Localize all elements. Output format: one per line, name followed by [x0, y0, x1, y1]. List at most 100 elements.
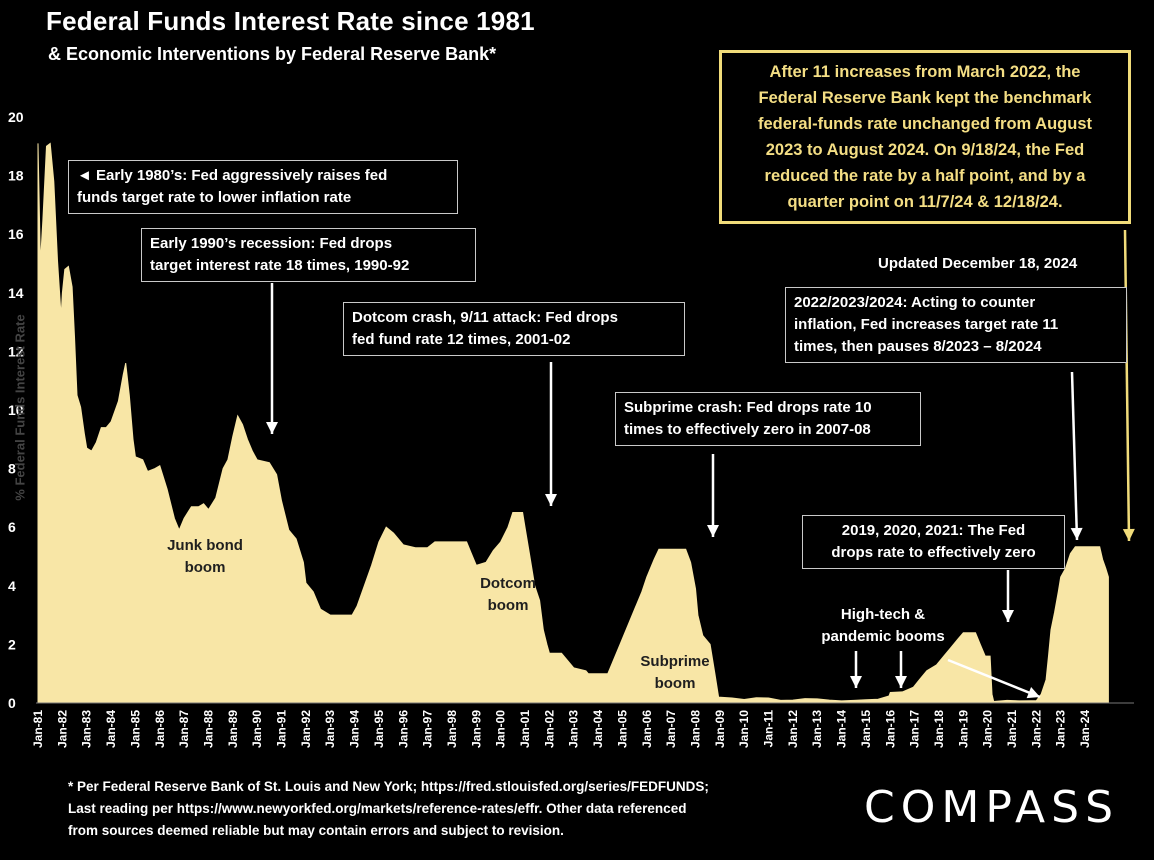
- callout-text: reduced the rate by a half point, and by…: [764, 167, 1086, 185]
- y-tick-label: 18: [8, 168, 24, 184]
- callout-text: 2023 to August 2024. On 9/18/24, the Fed: [765, 141, 1085, 159]
- callout-dotcom-crash: Dotcom crash, 9/11 attack: Fed drops fed…: [343, 302, 685, 356]
- x-tick-label: Jan-15: [859, 710, 873, 748]
- callout-early-1980s: ◄ Early 1980’s: Fed aggressively raises …: [68, 160, 458, 214]
- x-tick-label: Jan-21: [1005, 710, 1019, 748]
- annotation-arrowhead: [1002, 610, 1014, 622]
- x-tick-label: Jan-19: [956, 710, 970, 748]
- callout-subprime-crash: Subprime crash: Fed drops rate 10 times …: [615, 392, 921, 446]
- label-dotcom-boom: Dotcom boom: [458, 573, 558, 617]
- x-tick-label: Jan-85: [128, 710, 142, 748]
- y-tick-label: 8: [8, 461, 16, 477]
- callout-text: quarter point on 11/7/24 & 12/18/24.: [787, 193, 1063, 211]
- callout-text: drops rate to effectively zero: [831, 544, 1036, 561]
- x-tick-label: Jan-88: [201, 710, 215, 748]
- x-tick-label: Jan-03: [567, 710, 581, 748]
- callout-text: times, then pauses 8/2023 – 8/2024: [794, 338, 1042, 355]
- footnote: * Per Federal Reserve Bank of St. Louis …: [68, 776, 709, 842]
- area-label-text: High-tech &: [840, 606, 926, 623]
- area-label-text: boom: [184, 559, 226, 576]
- label-subprime-boom: Subprime boom: [620, 651, 730, 695]
- x-tick-label: Jan-07: [664, 710, 678, 748]
- callout-text: times to effectively zero in 2007-08: [624, 421, 871, 438]
- x-tick-label: Jan-89: [226, 710, 240, 748]
- annotation-arrowhead: [895, 676, 907, 688]
- callout-text: Federal Reserve Bank kept the benchmark: [758, 89, 1092, 107]
- x-tick-label: Jan-95: [372, 710, 386, 748]
- y-tick-label: 16: [8, 226, 24, 242]
- x-tick-label: Jan-86: [153, 710, 167, 748]
- callout-text: Early 1990’s recession: Fed drops: [150, 235, 393, 252]
- x-tick-label: Jan-87: [177, 710, 191, 748]
- annotation-arrow-line: [1123, 229, 1131, 542]
- x-tick-label: Jan-05: [615, 710, 629, 748]
- x-tick-label: Jan-17: [908, 710, 922, 748]
- callout-text: inflation, Fed increases target rate 11: [794, 316, 1059, 333]
- callout-2022-2024: 2022/2023/2024: Acting to counter inflat…: [785, 287, 1127, 363]
- callout-2019-2021: 2019, 2020, 2021: The Fed drops rate to …: [802, 515, 1065, 569]
- label-hightech-pandemic-booms: High-tech & pandemic booms: [808, 604, 958, 648]
- y-tick-label: 0: [8, 695, 16, 711]
- area-label-text: boom: [487, 597, 529, 614]
- footnote-line: * Per Federal Reserve Bank of St. Louis …: [68, 779, 709, 794]
- x-tick-label: Jan-02: [542, 710, 556, 748]
- x-tick-label: Jan-23: [1054, 710, 1068, 748]
- annotation-arrowhead: [545, 494, 557, 506]
- x-tick-label: Jan-91: [275, 710, 289, 748]
- y-tick-label: 4: [8, 578, 16, 594]
- updated-date: Updated December 18, 2024: [878, 255, 1078, 272]
- x-tick-label: Jan-92: [299, 710, 313, 748]
- x-tick-label: Jan-83: [80, 710, 94, 748]
- x-tick-label: Jan-22: [1029, 710, 1043, 748]
- x-tick-label: Jan-13: [810, 710, 824, 748]
- annotation-arrow-line: [947, 658, 1041, 699]
- x-tick-label: Jan-18: [932, 710, 946, 748]
- x-tick-label: Jan-04: [591, 710, 605, 748]
- x-tick-label: Jan-11: [762, 710, 776, 748]
- annotation-arrowhead: [1070, 527, 1083, 540]
- x-tick-label: Jan-93: [323, 710, 337, 748]
- callout-text: target interest rate 18 times, 1990-92: [150, 257, 410, 274]
- annotation-arrowhead: [1026, 686, 1040, 699]
- annotation-arrowhead: [266, 422, 278, 434]
- area-label-text: boom: [654, 675, 696, 692]
- x-tick-label: Jan-90: [250, 710, 264, 748]
- x-tick-label: Jan-09: [713, 710, 727, 748]
- x-tick-label: Jan-12: [786, 710, 800, 748]
- x-tick-label: Jan-06: [640, 710, 654, 748]
- footnote-line: from sources deemed reliable but may con…: [68, 823, 564, 838]
- callout-text: ◄ Early 1980’s: Fed aggressively raises …: [77, 167, 388, 184]
- callout-text: After 11 increases from March 2022, the: [769, 63, 1081, 81]
- y-tick-label: 2: [8, 636, 16, 652]
- area-label-text: Dotcom: [480, 575, 536, 592]
- rate-area-series: [37, 142, 1109, 704]
- x-tick-label: Jan-14: [835, 710, 849, 748]
- chart-subtitle: & Economic Interventions by Federal Rese…: [48, 44, 497, 64]
- area-label-text: pandemic booms: [821, 628, 945, 645]
- y-tick-label: 10: [8, 402, 24, 418]
- callout-text: 2022/2023/2024: Acting to counter: [794, 294, 1036, 311]
- area-label-text: Junk bond: [167, 537, 243, 554]
- x-tick-label: Jan-00: [494, 710, 508, 748]
- y-tick-label: 12: [8, 343, 24, 359]
- x-tick-label: Jan-81: [31, 710, 45, 748]
- x-tick-label: Jan-97: [421, 710, 435, 748]
- y-axis-label: % Federal Funds Interest Rate: [12, 314, 28, 501]
- x-tick-label: Jan-10: [737, 710, 751, 748]
- x-tick-label: Jan-08: [688, 710, 702, 748]
- x-tick-label: Jan-24: [1078, 710, 1092, 748]
- callout-early-1990s: Early 1990’s recession: Fed drops target…: [141, 228, 476, 282]
- callout-text: Dotcom crash, 9/11 attack: Fed drops: [352, 309, 618, 326]
- annotation-arrowhead: [707, 525, 719, 537]
- callout-text: federal-funds rate unchanged from August: [758, 115, 1092, 133]
- callout-text: 2019, 2020, 2021: The Fed: [841, 522, 1026, 539]
- x-tick-label: Jan-84: [104, 710, 118, 748]
- y-tick-label: 20: [8, 109, 24, 125]
- footnote-line: Last reading per https://www.newyorkfed.…: [68, 801, 687, 816]
- annotation-arrowhead: [850, 676, 862, 688]
- chart-title: Federal Funds Interest Rate since 1981: [46, 6, 535, 36]
- x-tick-label: Jan-20: [981, 710, 995, 748]
- x-tick-label: Jan-94: [348, 710, 362, 748]
- x-tick-label: Jan-98: [445, 710, 459, 748]
